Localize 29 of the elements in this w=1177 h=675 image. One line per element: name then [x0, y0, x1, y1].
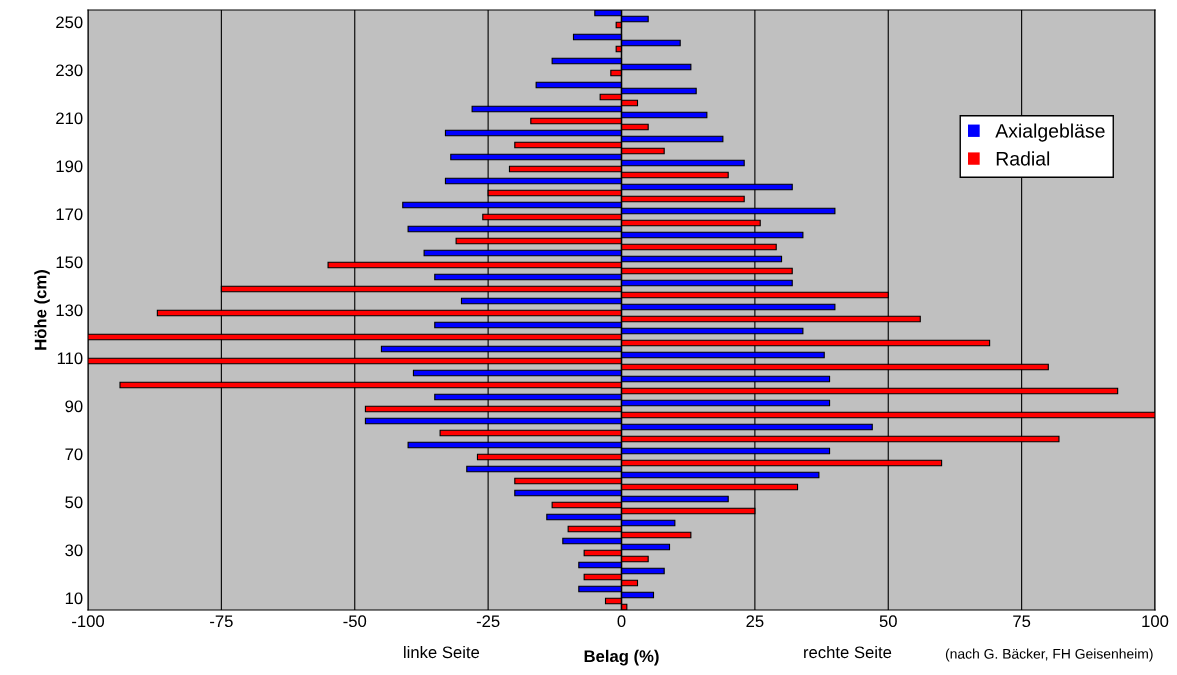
x-tick-label: -75 [210, 615, 233, 628]
x-tick-label: 75 [1013, 615, 1031, 628]
y-tick-label: 230 [56, 64, 83, 77]
text: (nach G. Bäcker, FH Geisenheim) [945, 648, 1153, 662]
text: rechte Seite [804, 645, 892, 659]
y-tick-label: 170 [56, 208, 83, 221]
x-tick-label: 100 [1142, 615, 1169, 628]
y-tick-label: 50 [65, 496, 83, 509]
x-tick-label: 50 [879, 615, 897, 628]
y-tick-label: 250 [56, 16, 83, 29]
y-axis-title: Höhe (cm) [34, 270, 50, 350]
y-tick-label: 210 [56, 112, 83, 125]
legend-label: Radial [996, 151, 1050, 166]
y-tick-label: 90 [65, 400, 83, 413]
y-tick-label: 110 [57, 352, 83, 365]
y-tick-label: 70 [65, 448, 83, 461]
x-tick-label: 25 [746, 615, 764, 628]
y-tick-label: 30 [65, 544, 83, 557]
y-tick-label: 190 [56, 160, 83, 173]
x-axis-title: Belag (%) [584, 649, 659, 666]
y-tick-label: 10 [65, 592, 83, 605]
x-tick-label: -25 [476, 615, 500, 628]
y-tick-label: 130 [56, 304, 83, 317]
y-tick-label: 150 [56, 256, 83, 269]
text: linke Seite [404, 645, 480, 659]
legend-label: Axialgebläse [995, 123, 1105, 142]
x-tick-label: -50 [343, 615, 367, 628]
x-tick-label: 0 [617, 615, 626, 628]
x-tick-label: -100 [72, 615, 105, 628]
